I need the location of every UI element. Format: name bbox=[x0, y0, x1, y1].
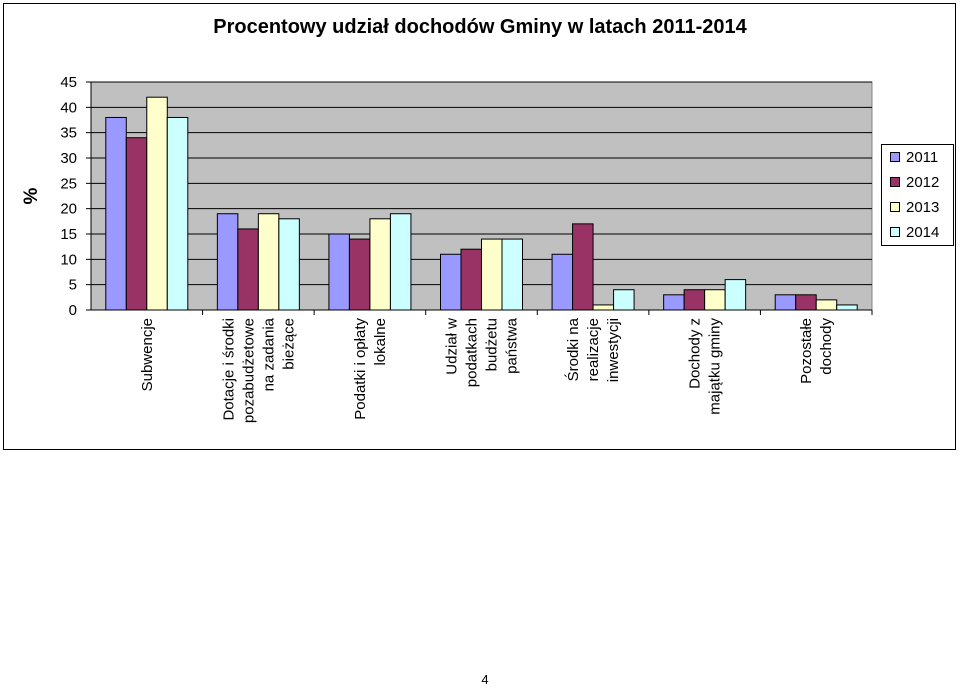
bar-2014-4 bbox=[613, 289, 635, 311]
chart-title: Procentowy udział dochodów Gminy w latac… bbox=[213, 16, 747, 38]
legend-swatch-0 bbox=[890, 152, 900, 162]
bar-2012-6 bbox=[795, 294, 817, 311]
bar-2014-1 bbox=[278, 218, 300, 311]
y-tick-label-0: 0 bbox=[69, 302, 77, 319]
x-tick-label-5: Dochody z majątku gminy bbox=[687, 318, 724, 415]
x-tick-label-4: Środki na realizacje inwestycji bbox=[564, 317, 622, 382]
y-tick-label-1: 5 bbox=[69, 277, 77, 294]
bar-2013-3 bbox=[481, 238, 503, 311]
legend-swatch-3 bbox=[890, 227, 900, 237]
bar-2011-3 bbox=[440, 253, 462, 311]
y-axis-label: % bbox=[21, 187, 42, 204]
bar-2013-0 bbox=[146, 96, 168, 311]
y-tick-label-8: 40 bbox=[60, 99, 77, 116]
legend-item-3: 2014 bbox=[888, 223, 954, 243]
legend-item-1: 2012 bbox=[888, 173, 954, 193]
y-tick-label-5: 25 bbox=[60, 175, 77, 192]
x-tick-label-4-line-2: inwestycji bbox=[605, 318, 622, 382]
bar-2012-2 bbox=[348, 238, 371, 311]
bar-2012-3 bbox=[460, 248, 482, 311]
legend-label-2: 2013 bbox=[906, 199, 940, 216]
x-tick-label-6-line-1: dochody bbox=[818, 318, 835, 375]
x-tick-label-2-line-1: lokalne bbox=[372, 318, 389, 366]
bar-2013-6 bbox=[815, 299, 838, 311]
x-tick-label-3-line-0: Udział w bbox=[444, 318, 461, 375]
x-tick-label-3-line-3: państwa bbox=[504, 317, 521, 374]
x-tick-label-5-line-1: majątku gminy bbox=[707, 318, 724, 415]
bar-2012-1 bbox=[237, 228, 259, 311]
bar-2013-4 bbox=[592, 304, 615, 311]
x-tick-label-5-line-0: Dochody z bbox=[687, 318, 704, 389]
bar-2014-3 bbox=[501, 238, 523, 311]
y-tick-label-3: 15 bbox=[60, 226, 77, 243]
x-tick-label-1-line-1: pozabudżetowe bbox=[240, 318, 257, 423]
x-tick-label-1: Dotacje i środki pozabudżetowe na zadania b… bbox=[220, 317, 297, 423]
legend-label-1: 2012 bbox=[906, 174, 940, 191]
x-tick-label-2-line-0: Podatki i opłaty bbox=[352, 318, 369, 420]
y-tick-label-4: 20 bbox=[60, 201, 77, 218]
bar-2012-0 bbox=[125, 137, 148, 311]
legend-item-2: 2013 bbox=[888, 198, 954, 218]
y-tick-label-7: 35 bbox=[60, 125, 77, 142]
x-tick-label-2: Podatki i opłaty lokalne bbox=[352, 318, 389, 420]
bar-2014-5 bbox=[724, 279, 747, 311]
x-tick-label-4-line-1: realizacje bbox=[585, 318, 602, 381]
bar-2011-5 bbox=[663, 294, 685, 311]
y-tick-label-2: 10 bbox=[60, 251, 77, 268]
bar-2011-6 bbox=[774, 294, 797, 311]
x-tick-label-3-line-1: podatkach bbox=[464, 318, 481, 387]
legend-label-3: 2014 bbox=[906, 224, 940, 241]
x-tick-label-1-line-2: na zadania bbox=[260, 317, 277, 391]
bar-2014-0 bbox=[166, 116, 189, 311]
bar-2014-6 bbox=[836, 304, 858, 311]
legend-item-0: 2011 bbox=[888, 148, 954, 168]
bar-2011-1 bbox=[216, 213, 239, 311]
x-tick-label-6-line-0: Pozostałe bbox=[798, 318, 815, 384]
bar-2014-2 bbox=[389, 213, 412, 311]
legend: 2011 2012 2013 2014 bbox=[881, 144, 954, 246]
x-tick-label-4-line-0: Środki na bbox=[564, 317, 582, 381]
x-tick-label-0: Subwencje bbox=[139, 318, 156, 391]
page-number: 4 bbox=[481, 672, 489, 687]
bar-2012-4 bbox=[572, 223, 594, 311]
bar-2011-2 bbox=[328, 233, 350, 311]
x-tick-label-3-line-2: budżetu bbox=[484, 318, 501, 371]
legend-swatch-1 bbox=[890, 177, 900, 187]
y-tick-label-6: 30 bbox=[60, 150, 77, 167]
y-tick-label-9: 45 bbox=[60, 74, 77, 91]
bar-2012-5 bbox=[683, 289, 706, 311]
x-tick-label-3: Udział w podatkach budżetu państwa bbox=[444, 317, 521, 387]
x-tick-label-0-line-0: Subwencje bbox=[139, 318, 156, 391]
x-tick-label-1-line-0: Dotacje i środki bbox=[220, 318, 237, 421]
x-tick-label-1-line-3: bieżące bbox=[280, 318, 297, 370]
bar-2013-2 bbox=[369, 218, 391, 311]
legend-label-0: 2011 bbox=[906, 149, 939, 166]
bar-2013-1 bbox=[257, 213, 280, 311]
legend-swatch-2 bbox=[890, 202, 900, 212]
x-tick-label-6: Pozostałe dochody bbox=[798, 318, 835, 384]
bar-2013-5 bbox=[704, 289, 726, 311]
bar-2011-4 bbox=[551, 253, 574, 311]
bar-2011-0 bbox=[105, 116, 127, 311]
